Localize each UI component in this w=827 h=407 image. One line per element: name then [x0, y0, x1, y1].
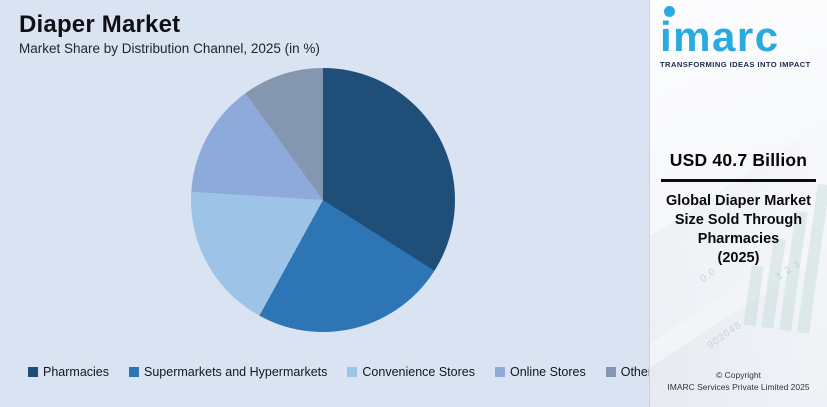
legend-item-pharmacies: Pharmacies	[28, 365, 109, 379]
market-size-callout: USD 40.7 Billion Global Diaper Market Si…	[658, 150, 819, 268]
legend-item-online-stores: Online Stores	[494, 365, 586, 379]
legend-label: Convenience Stores	[362, 365, 475, 379]
legend-label: Supermarkets and Hypermarkets	[144, 365, 328, 379]
copyright-notice: © Copyright IMARC Services Private Limit…	[650, 370, 827, 393]
divider	[661, 179, 816, 182]
brand-panel: 0.0 1 2 3 902048 imarc TRANSFORMING IDEA…	[649, 0, 827, 407]
legend-label: Online Stores	[509, 365, 586, 379]
copyright-line: IMARC Services Private Limited 2025	[667, 381, 810, 392]
legend-label: Others	[620, 365, 659, 379]
logo-dot-icon	[664, 6, 675, 17]
legend-swatch-icon	[347, 367, 358, 377]
page-title: Diaper Market	[19, 11, 181, 38]
logo-tagline: TRANSFORMING IDEAS INTO IMPACT	[660, 60, 811, 70]
description-line: (2025)	[717, 249, 760, 266]
legend-label: Pharmacies	[43, 365, 109, 379]
market-size-value: USD 40.7 Billion	[669, 150, 808, 170]
legend-item-convenience-stores: Convenience Stores	[347, 365, 475, 379]
chart-subtitle: Market Share by Distribution Channel, 20…	[19, 41, 320, 56]
description-line: Global Diaper Market	[665, 192, 812, 209]
pie-chart	[191, 68, 455, 332]
legend-swatch-icon	[494, 367, 505, 377]
market-size-description: Global Diaper Market Size Sold Through P…	[658, 192, 819, 268]
legend-item-others: Others	[605, 365, 659, 379]
legend-item-supermarkets-and-hypermarkets: Supermarkets and Hypermarkets	[129, 365, 327, 379]
imarc-logo: imarc TRANSFORMING IDEAS INTO IMPACT	[660, 6, 819, 69]
chart-section: Diaper Market Market Share by Distributi…	[0, 0, 658, 407]
chart-legend: Pharmacies Supermarkets and Hypermarkets C…	[28, 365, 658, 379]
logo-wordmark: imarc	[660, 13, 780, 60]
legend-swatch-icon	[605, 367, 616, 377]
legend-swatch-icon	[28, 367, 38, 377]
description-line: Pharmacies	[697, 230, 780, 247]
description-line: Size Sold Through	[674, 211, 803, 228]
copyright-line: © Copyright	[715, 370, 761, 380]
legend-swatch-icon	[129, 367, 139, 377]
